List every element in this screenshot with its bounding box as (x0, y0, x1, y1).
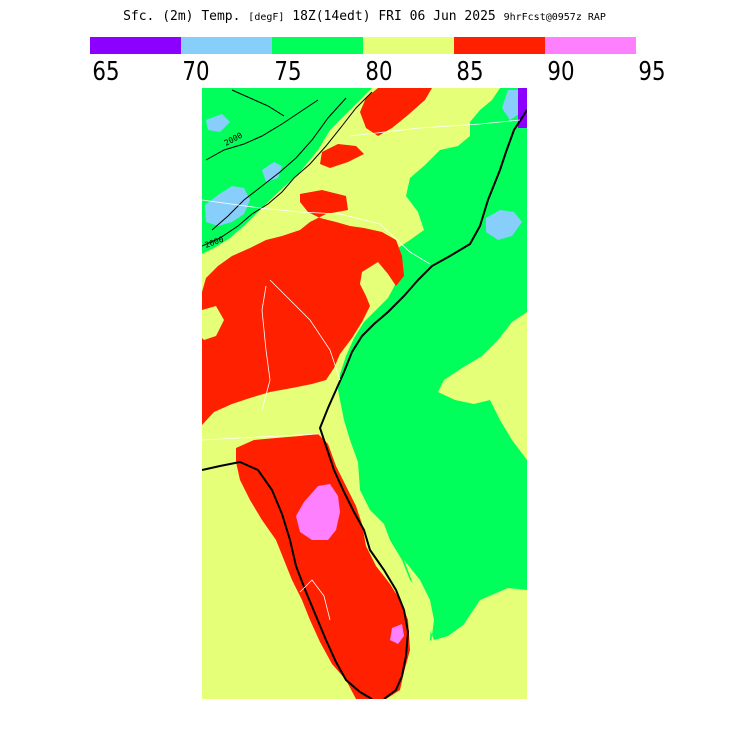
legend-swatch-85-90 (454, 37, 545, 54)
title-main: Sfc. (2m) Temp. (123, 9, 241, 24)
title-forecast: 9hrFcst@0957z RAP (503, 12, 606, 23)
region-85-90-small (320, 144, 364, 168)
contour-line (202, 91, 373, 247)
coastline-gulf (202, 460, 373, 699)
title-units: [degF] (248, 12, 285, 23)
title-valid-time: 18Z(14edt) FRI 06 Jun 2025 (292, 9, 496, 24)
region-70-75-coastal-ne-2 (502, 90, 522, 120)
coastline (202, 109, 527, 699)
color-legend-bar (90, 37, 636, 54)
region-70-75-mountains-3 (206, 114, 230, 132)
legend-tick: 85 (456, 57, 484, 87)
legend-tick: 65 (92, 57, 120, 87)
legend-swatch-90-95 (545, 37, 636, 54)
state-border (202, 433, 319, 441)
region-65-70-corner (518, 88, 527, 128)
region-90-95-florida-north (296, 484, 340, 540)
legend-tick: 75 (274, 57, 302, 87)
chart-title: Sfc. (2m) Temp. [degF] 18Z(14edt) FRI 06… (0, 9, 729, 24)
state-borders (202, 119, 521, 621)
coastline-atlantic (318, 109, 527, 699)
legend-swatch-75-80 (272, 37, 363, 54)
region-90-95-florida-south (390, 624, 404, 644)
region-85-90-central (202, 190, 404, 425)
region-80-85-pocket (202, 306, 224, 340)
region-70-75-mountains (205, 186, 250, 226)
legend-swatch-70-75 (181, 37, 272, 54)
legend-ticks: 65 70 75 80 85 90 95 (0, 57, 729, 87)
legend-tick: 70 (182, 57, 210, 87)
region-85-90-florida (236, 434, 410, 699)
state-border (269, 279, 341, 381)
terrain-contours (202, 89, 373, 247)
region-70-75-coastal-ne (486, 210, 522, 240)
legend-tick: 80 (365, 57, 393, 87)
state-border (299, 579, 331, 621)
legend-swatch-80-85 (363, 37, 454, 54)
region-70-75-mountains-2 (262, 162, 282, 182)
legend-swatch-65-70 (90, 37, 181, 54)
state-border (202, 199, 431, 265)
contour-line (205, 99, 319, 161)
state-border (349, 119, 521, 137)
region-80-85-southeast (404, 560, 527, 699)
legend-tick: 95 (638, 57, 666, 87)
state-border (261, 285, 271, 411)
temperature-map: 2000 2000 (202, 88, 527, 699)
legend-tick: 90 (547, 57, 575, 87)
region-80-85-intrusion (438, 312, 527, 460)
contour-line (231, 89, 285, 117)
region-85-90-north (360, 88, 432, 136)
contour-line (211, 97, 347, 231)
